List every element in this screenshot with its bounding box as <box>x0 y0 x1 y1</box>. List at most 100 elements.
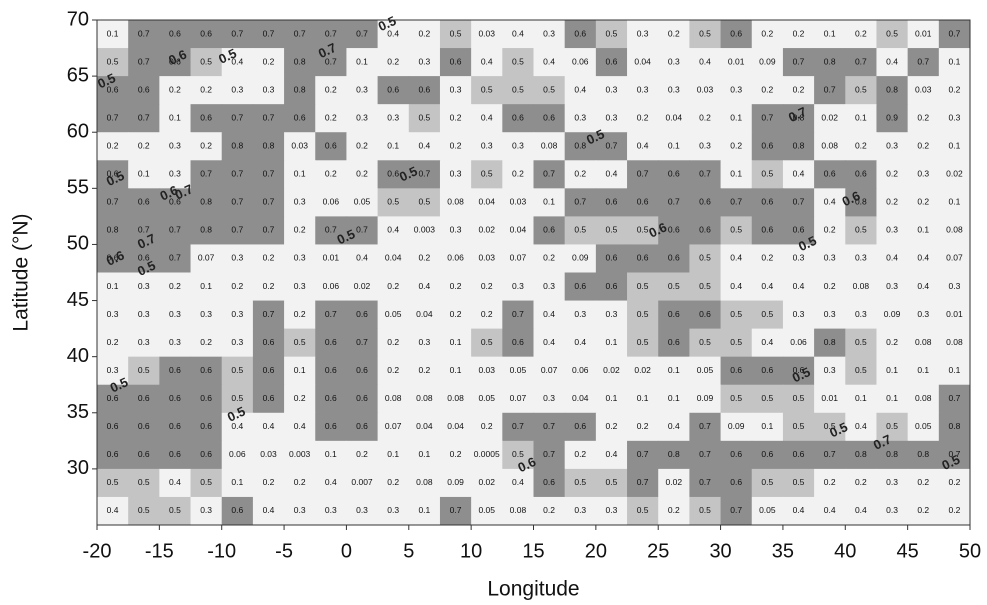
cell-label: 0.6 <box>138 197 150 207</box>
cell-label: 0.2 <box>169 281 181 291</box>
cell <box>190 272 223 302</box>
cell <box>471 160 503 189</box>
cell-label: 0.6 <box>325 141 337 151</box>
cell-label: 0.5 <box>699 281 711 291</box>
cell-label: 0.5 <box>886 28 898 38</box>
cell-label: 0.05 <box>478 505 495 515</box>
cell-label: 0.3 <box>824 253 836 263</box>
cell <box>128 244 160 273</box>
cell-label: 0.7 <box>169 225 181 235</box>
cell-label: 0.6 <box>793 449 805 459</box>
cell <box>814 328 846 358</box>
cell-label: 0.2 <box>294 393 306 403</box>
cell <box>97 328 129 358</box>
cell-label: 0.5 <box>855 337 867 347</box>
cell <box>689 216 722 245</box>
cell-label: 0.07 <box>510 393 527 403</box>
cell-label: 0.4 <box>793 505 805 515</box>
cell <box>471 356 503 386</box>
cell <box>159 160 192 189</box>
cell <box>782 272 815 302</box>
cell <box>408 300 441 330</box>
cell-label: 0.3 <box>263 84 275 94</box>
cell <box>533 328 566 358</box>
cell <box>720 440 753 470</box>
cell-label: 0.5 <box>138 505 150 515</box>
cell <box>533 384 566 414</box>
cell-label: 0.2 <box>356 449 368 459</box>
cell <box>221 384 254 414</box>
cell <box>876 440 909 470</box>
cell-label: 0.02 <box>666 477 683 487</box>
cell <box>408 160 441 189</box>
cell <box>845 104 877 133</box>
cell-label: 0.06 <box>572 365 589 375</box>
cell <box>284 132 316 161</box>
cell-label: 0.09 <box>884 309 901 319</box>
cell-label: 0.6 <box>699 309 711 319</box>
cell-label: 0.5 <box>761 309 773 319</box>
cell <box>564 356 597 386</box>
cell <box>159 328 192 358</box>
cell <box>595 300 628 330</box>
cell-label: 0.2 <box>387 365 399 375</box>
cell-label: 0.4 <box>387 225 399 235</box>
cell <box>377 272 410 302</box>
cell <box>346 188 379 217</box>
cell <box>159 20 192 49</box>
cell-label: 0.2 <box>356 169 368 179</box>
cell <box>751 272 784 302</box>
cell <box>658 48 690 77</box>
cell-label: 0.2 <box>793 28 805 38</box>
cell-label: 0.08 <box>541 141 558 151</box>
x-tick-label: 0 <box>341 540 352 562</box>
cell-label: 0.5 <box>512 56 524 66</box>
cell <box>595 104 628 133</box>
cell-label: 0.7 <box>138 225 150 235</box>
cell-label: 0.03 <box>915 84 932 94</box>
cell <box>845 356 877 386</box>
cell-label: 0.6 <box>761 365 773 375</box>
cell <box>97 132 129 161</box>
cell-label: 0.08 <box>915 393 932 403</box>
cell-label: 0.3 <box>668 84 680 94</box>
contour-label: 0.7 <box>786 104 809 125</box>
y-axis-title: Latitude (°N) <box>10 213 33 331</box>
cell <box>346 48 379 77</box>
cell <box>284 104 316 133</box>
cell-label: 0.3 <box>948 281 960 291</box>
cell-label: 0.8 <box>793 112 805 122</box>
cell-label: 0.2 <box>263 477 275 487</box>
cell-label: 0.7 <box>574 197 586 207</box>
cell <box>471 104 503 133</box>
cell-label: 0.06 <box>572 56 589 66</box>
cell <box>595 468 628 498</box>
x-tick-label: 35 <box>772 540 794 562</box>
cell <box>938 76 971 105</box>
cell <box>782 356 815 386</box>
cell <box>627 300 659 330</box>
cell <box>907 132 940 161</box>
cell-label: 0.6 <box>263 365 275 375</box>
cell <box>502 104 534 133</box>
cell-label: 0.2 <box>481 281 493 291</box>
cell <box>689 20 722 49</box>
cell <box>845 272 877 302</box>
cell-label: 0.7 <box>356 337 368 347</box>
cell-label: 0.08 <box>946 225 963 235</box>
cell <box>502 76 534 105</box>
cell-label: 0.3 <box>606 112 618 122</box>
cell <box>315 356 347 386</box>
cell-label: 0.6 <box>169 56 181 66</box>
cell-label: 0.3 <box>231 253 243 263</box>
cell <box>502 412 534 442</box>
cell-label: 0.5 <box>793 477 805 487</box>
cell-label: 0.8 <box>886 449 898 459</box>
cell <box>627 20 659 49</box>
cell-label: 0.5 <box>761 393 773 403</box>
cell-label: 0.5 <box>606 477 618 487</box>
cell-label: 0.1 <box>450 365 462 375</box>
cell-label: 0.1 <box>450 337 462 347</box>
cell <box>439 244 472 273</box>
cell <box>627 356 659 386</box>
